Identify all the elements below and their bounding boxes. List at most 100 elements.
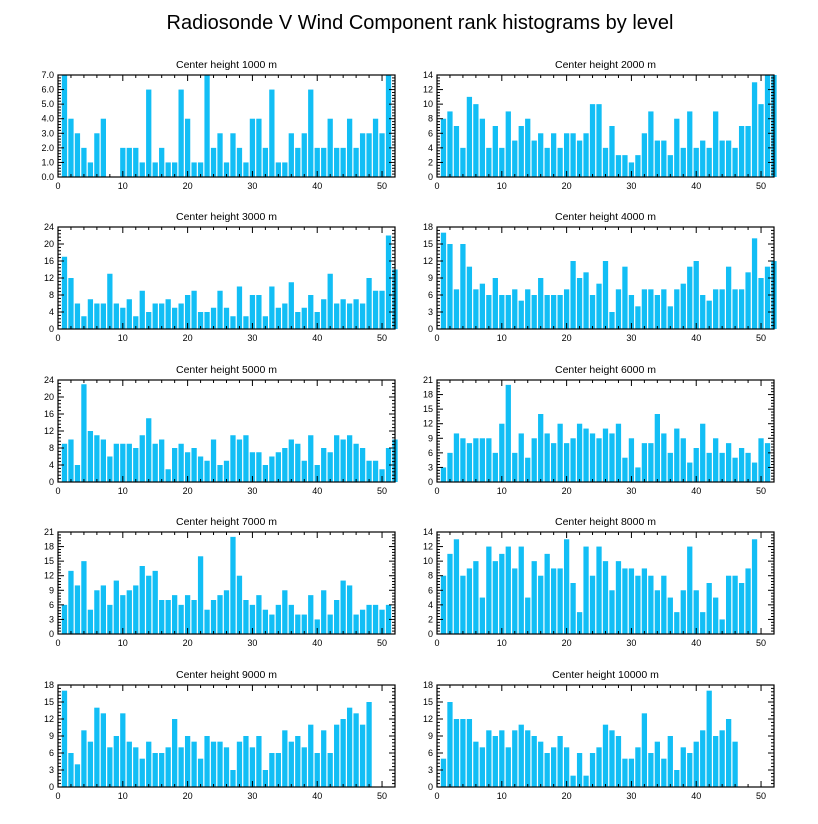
panel-title: Center height 3000 m xyxy=(176,211,277,223)
bar xyxy=(479,283,486,329)
bar xyxy=(732,289,738,329)
bar xyxy=(713,438,719,482)
bar xyxy=(249,604,256,634)
bar xyxy=(178,747,184,787)
bar xyxy=(596,438,602,482)
x-tick-label: 10 xyxy=(118,791,128,801)
y-tick-label: 0.0 xyxy=(41,172,54,182)
y-tick-label: 0 xyxy=(49,477,54,487)
bar xyxy=(256,295,262,329)
bar xyxy=(178,303,184,329)
bar xyxy=(178,89,184,177)
bar xyxy=(308,435,314,482)
x-tick-label: 50 xyxy=(756,333,766,343)
y-tick-label: 4 xyxy=(428,600,433,610)
bar xyxy=(615,423,622,482)
bar xyxy=(738,583,745,634)
bar xyxy=(346,435,353,482)
y-tick-label: 2.0 xyxy=(41,143,54,153)
bar xyxy=(674,770,680,787)
bar xyxy=(583,133,589,177)
bar xyxy=(680,590,686,634)
bar xyxy=(440,232,447,329)
bar xyxy=(486,546,492,634)
y-tick-label: 6 xyxy=(428,290,433,300)
y-tick-label: 3 xyxy=(49,765,54,775)
bar xyxy=(687,462,693,482)
bar xyxy=(544,295,550,329)
bar xyxy=(230,435,236,482)
y-tick-label: 9 xyxy=(49,731,54,741)
y-tick-label: 12 xyxy=(423,419,433,429)
bar xyxy=(74,465,81,482)
bar xyxy=(282,730,288,787)
bar xyxy=(172,595,178,634)
bar xyxy=(473,289,479,329)
x-tick-label: 0 xyxy=(434,486,439,496)
bar xyxy=(674,612,680,634)
bar xyxy=(217,741,223,787)
bar xyxy=(243,600,249,634)
y-tick-label: 12 xyxy=(423,256,433,266)
bar xyxy=(152,570,158,634)
bar xyxy=(732,457,738,482)
bar xyxy=(466,719,473,787)
panel-title: Center height 2000 m xyxy=(555,59,656,71)
bar xyxy=(327,614,333,634)
bar xyxy=(94,435,100,482)
bar xyxy=(512,568,518,634)
bar xyxy=(628,162,635,177)
bar xyxy=(191,448,197,482)
bar xyxy=(505,295,511,329)
bar xyxy=(61,75,68,177)
bar xyxy=(654,414,660,482)
x-tick-label: 0 xyxy=(55,333,60,343)
bar xyxy=(172,719,178,787)
x-tick-label: 10 xyxy=(118,638,128,648)
bar xyxy=(295,736,301,787)
bar xyxy=(518,300,524,329)
x-tick-label: 20 xyxy=(183,333,193,343)
y-tick-label: 3 xyxy=(428,765,433,775)
bar xyxy=(107,456,113,482)
panel-2: Center height 2000 m 0 10 20 30 40 50 0 2 4 6 8 10 12… xyxy=(423,59,777,191)
bar xyxy=(321,730,327,787)
bar xyxy=(100,713,106,787)
bar xyxy=(256,595,262,634)
y-tick-label: 15 xyxy=(44,697,54,707)
bar xyxy=(94,707,100,787)
bar xyxy=(512,730,518,787)
bar xyxy=(113,580,119,634)
bar xyxy=(256,118,262,177)
bar xyxy=(583,775,589,787)
y-tick-label: 10 xyxy=(423,99,433,109)
bar xyxy=(725,719,732,787)
x-tick-label: 30 xyxy=(626,638,636,648)
y-tick-label: 8 xyxy=(49,290,54,300)
x-tick-label: 50 xyxy=(377,486,387,496)
bar xyxy=(87,741,94,787)
bar xyxy=(100,439,106,482)
bar xyxy=(204,460,210,482)
bar xyxy=(191,741,197,787)
x-tick-label: 40 xyxy=(691,638,701,648)
bar xyxy=(512,452,518,482)
bar xyxy=(667,155,673,177)
bar xyxy=(288,133,294,177)
y-tick-label: 3 xyxy=(49,614,54,624)
bar xyxy=(120,713,126,787)
y-tick-label: 15 xyxy=(423,404,433,414)
bar xyxy=(100,303,106,329)
bar xyxy=(563,289,570,329)
bar xyxy=(751,82,758,177)
panel-title: Center height 1000 m xyxy=(176,59,277,71)
y-tick-label: 6 xyxy=(428,748,433,758)
y-tick-label: 15 xyxy=(423,239,433,249)
bar xyxy=(758,104,764,177)
bar xyxy=(570,133,576,177)
bar xyxy=(563,133,570,177)
bar xyxy=(191,290,197,329)
bar xyxy=(217,465,223,482)
bar xyxy=(680,438,686,482)
bar xyxy=(486,147,492,177)
